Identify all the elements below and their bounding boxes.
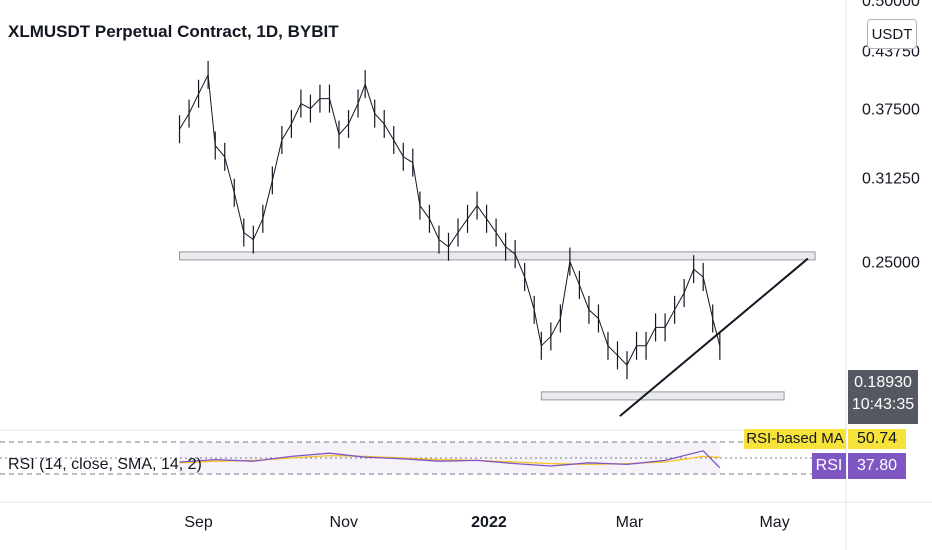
rsi-legend[interactable]: RSI (14, close, SMA, 14, 2) — [8, 456, 202, 473]
price-tick-label: 0.31250 — [862, 170, 920, 187]
current-price-label: 0.18930 10:43:35 — [848, 370, 918, 424]
time-tick-label: 2022 — [471, 514, 507, 531]
rsi-label: RSI — [812, 453, 846, 479]
rsi-band — [179, 442, 720, 474]
price-tick-label: 0.37500 — [862, 102, 920, 119]
currency-unit-button[interactable]: USDT — [867, 19, 917, 49]
current-price-value: 0.18930 — [854, 374, 912, 391]
chart-title: XLMUSDT Perpetual Contract, 1D, BYBIT — [8, 22, 339, 41]
price-tick-label: 0.25000 — [862, 255, 920, 272]
rsi-ma-label: RSI-based MA — [744, 429, 846, 449]
support-zone — [179, 251, 816, 261]
price-line — [179, 73, 721, 366]
price-tick-label: 0.50000 — [862, 0, 920, 10]
time-tick-label: Sep — [184, 514, 213, 531]
rsi-line — [179, 450, 721, 469]
time-tick-label: Nov — [330, 514, 358, 531]
time-tick-label: Mar — [616, 514, 644, 531]
rsi-value: 37.80 — [848, 453, 906, 479]
trendline — [619, 257, 809, 417]
rsi-ma-value: 50.74 — [848, 429, 906, 449]
support-zone — [540, 391, 785, 401]
time-tick-label: May — [759, 514, 789, 531]
bar-countdown: 10:43:35 — [851, 396, 915, 413]
